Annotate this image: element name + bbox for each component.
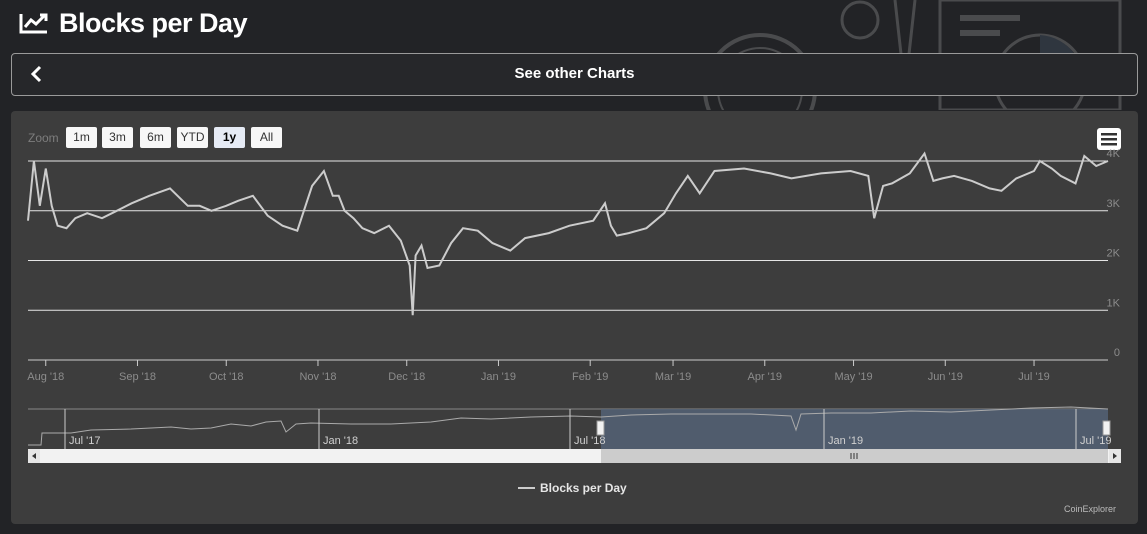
- navigator-selection[interactable]: [601, 409, 1108, 449]
- y-tick-label: 1K: [1107, 297, 1121, 309]
- x-tick-label: Jul '19: [1018, 371, 1049, 383]
- see-other-charts-link[interactable]: See other Charts: [514, 65, 635, 82]
- navigator-tick-label: Jul '18: [574, 435, 605, 447]
- navigator-handle-left[interactable]: [596, 420, 605, 436]
- series-line-blocks-per-day: [27, 151, 1109, 316]
- navigator-handle-right[interactable]: [1102, 420, 1111, 436]
- hamburger-menu-icon[interactable]: [1097, 128, 1121, 150]
- zoom-all-button[interactable]: All: [251, 127, 282, 148]
- x-tick-label: Jun '19: [928, 371, 963, 383]
- navigator-tick-label: Jul '17: [69, 435, 100, 447]
- chart-credits[interactable]: CoinExplorer: [1064, 504, 1117, 514]
- line-chart-icon: [19, 13, 48, 34]
- navigator-tick-label: Jul '19: [1080, 435, 1111, 447]
- chevron-left-icon[interactable]: [26, 63, 48, 85]
- x-tick-label: Aug '18: [27, 371, 64, 383]
- page-header: Blocks per Day: [19, 6, 248, 40]
- legend-item-blocks-per-day[interactable]: Blocks per Day: [540, 481, 627, 495]
- chart-legend[interactable]: Blocks per Day: [516, 479, 646, 499]
- zoom-1m-button[interactable]: 1m: [66, 127, 97, 148]
- x-tick-label: Oct '18: [209, 371, 244, 383]
- x-tick-label: Feb '19: [572, 371, 608, 383]
- main-chart: 0 1K 2K 3K 4K Aug '18 Sep '18 Oct '18 Nov '18 De…: [27, 148, 1121, 383]
- navigator-tick-label: Jan '19: [828, 435, 863, 447]
- x-tick-label: Apr '19: [748, 371, 783, 383]
- y-tick-label: 2K: [1107, 248, 1121, 260]
- scrollbar-grip-icon: [850, 453, 858, 459]
- y-tick-label: 0: [1114, 347, 1120, 359]
- x-tick-label: Dec '18: [388, 371, 425, 383]
- y-tick-label: 4K: [1107, 148, 1121, 160]
- zoom-3m-button[interactable]: 3m: [102, 127, 133, 148]
- zoom-label: Zoom: [28, 131, 59, 145]
- zoom-ytd-button[interactable]: YTD: [177, 127, 208, 148]
- range-navigator[interactable]: Jul '17 Jan '18 Jul '18 Jan '19 Jul '19: [11, 401, 1138, 471]
- chart-panel: Zoom 1m 3m 6m YTD 1y All 0 1K 2K 3K 4K Aug '…: [11, 111, 1138, 524]
- scroll-right-arrow-icon: [1113, 453, 1117, 459]
- x-tick-label: May '19: [834, 371, 872, 383]
- page-title: Blocks per Day: [59, 7, 248, 38]
- x-tick-label: Nov '18: [299, 371, 336, 383]
- zoom-1y-button[interactable]: 1y: [214, 127, 245, 148]
- scroll-left-arrow-icon: [32, 453, 36, 459]
- zoom-6m-button[interactable]: 6m: [140, 127, 171, 148]
- x-tick-label: Jan '19: [481, 371, 516, 383]
- y-tick-label: 3K: [1107, 198, 1121, 210]
- x-tick-label: Sep '18: [119, 371, 156, 383]
- see-other-charts-bar[interactable]: See other Charts: [11, 53, 1138, 96]
- navigator-series-line: [28, 406, 1109, 446]
- x-tick-label: Mar '19: [655, 371, 691, 383]
- navigator-tick-label: Jan '18: [323, 435, 358, 447]
